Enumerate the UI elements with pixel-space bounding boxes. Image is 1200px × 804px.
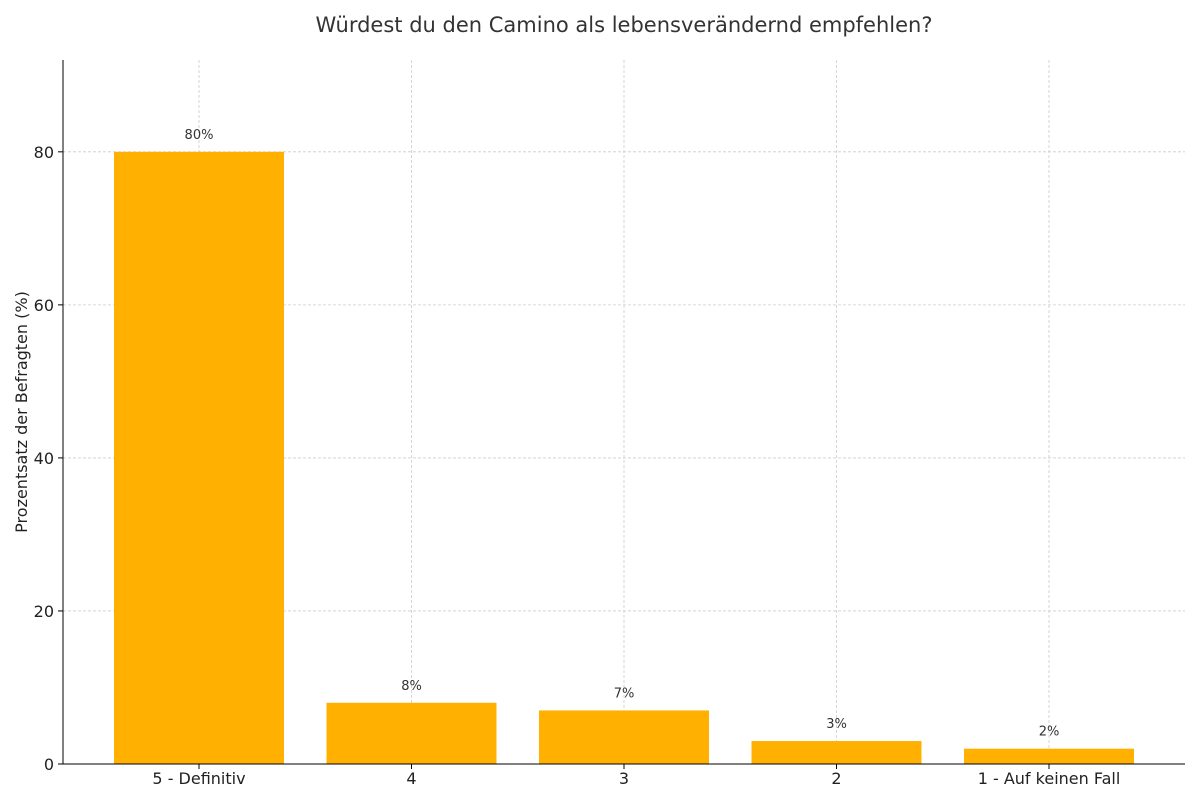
tick-labels: 0 20 40 60 80 5 - Definitiv 4 3 2 1 - Auf keinen … [34,143,1121,788]
bar [751,741,922,764]
x-tick-label: 5 - Definitiv [152,769,245,788]
data-label: 80% [185,128,214,143]
y-axis-label: Prozentsatz der Befragten (%) [12,291,31,533]
y-tick-label: 0 [44,755,54,774]
y-tick-label: 20 [34,602,54,621]
data-label: 2% [1039,725,1060,740]
data-label: 7% [614,686,635,701]
bar [114,151,284,765]
axes [58,60,1185,769]
bars [114,151,1134,765]
bar [539,710,709,764]
data-label: 3% [826,717,847,732]
x-tick-label: 2 [831,769,841,788]
x-tick-label: 4 [406,769,416,788]
y-tick-label: 60 [34,296,54,315]
bar [326,702,497,764]
data-label: 8% [401,679,422,694]
x-tick-label: 3 [619,769,629,788]
chart-title: Würdest du den Camino als lebensveränder… [316,13,933,37]
bar [964,748,1134,764]
data-labels: 80% 8% 7% 3% 2% [185,128,1060,740]
y-tick-label: 40 [34,449,54,468]
y-tick-label: 80 [34,143,54,162]
x-tick-label: 1 - Auf keinen Fall [978,769,1121,788]
